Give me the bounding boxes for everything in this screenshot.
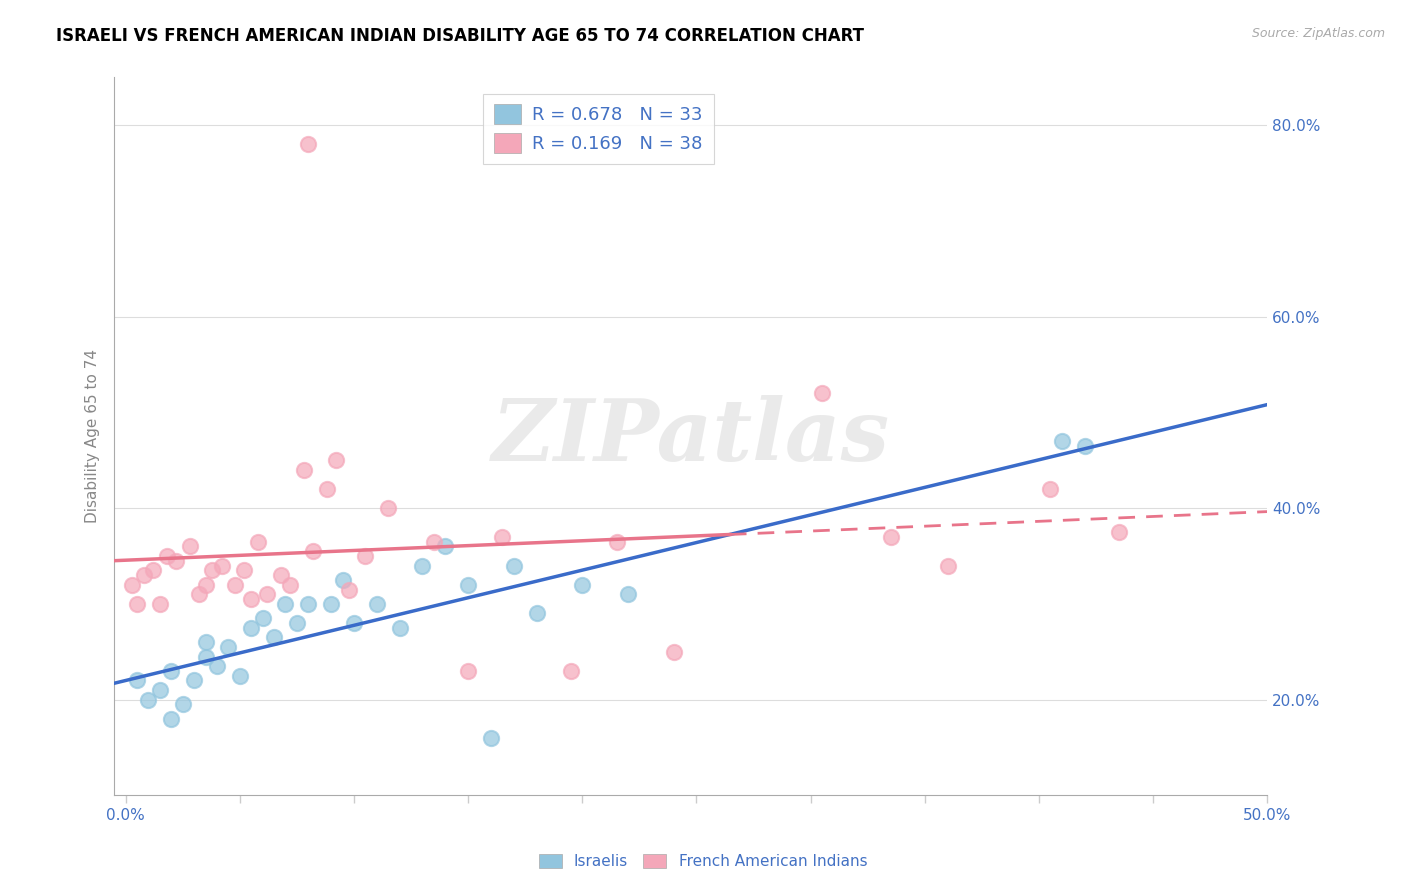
Point <box>160 712 183 726</box>
Point <box>194 578 217 592</box>
Point <box>187 587 209 601</box>
Point <box>388 621 411 635</box>
Point <box>606 534 628 549</box>
Point <box>423 534 446 549</box>
Point <box>270 568 292 582</box>
Point <box>337 582 360 597</box>
Point <box>457 664 479 678</box>
Point <box>1050 434 1073 449</box>
Point <box>811 386 834 401</box>
Point <box>278 578 301 592</box>
Point <box>205 659 228 673</box>
Point <box>343 615 366 630</box>
Point <box>121 578 143 592</box>
Point <box>479 731 502 745</box>
Point <box>229 668 252 682</box>
Point <box>274 597 297 611</box>
Point <box>457 578 479 592</box>
Point <box>321 597 343 611</box>
Point <box>491 530 513 544</box>
Point <box>149 597 172 611</box>
Point <box>325 453 347 467</box>
Point <box>211 558 233 573</box>
Point <box>172 698 194 712</box>
Point <box>879 530 901 544</box>
Point <box>434 540 457 554</box>
Point <box>125 673 148 688</box>
Point <box>138 692 160 706</box>
Point <box>411 558 433 573</box>
Point <box>224 578 246 592</box>
Y-axis label: Disability Age 65 to 74: Disability Age 65 to 74 <box>86 350 100 524</box>
Point <box>132 568 155 582</box>
Point <box>285 615 308 630</box>
Point <box>194 635 217 649</box>
Point <box>297 137 319 152</box>
Point <box>332 573 354 587</box>
Point <box>256 587 278 601</box>
Point <box>377 501 399 516</box>
Point <box>1073 439 1095 453</box>
Point <box>247 534 270 549</box>
Point <box>617 587 640 601</box>
Point <box>1039 482 1062 496</box>
Legend: Israelis, French American Indians: Israelis, French American Indians <box>533 848 873 875</box>
Point <box>160 664 183 678</box>
Text: Source: ZipAtlas.com: Source: ZipAtlas.com <box>1251 27 1385 40</box>
Point <box>560 664 582 678</box>
Point <box>662 645 685 659</box>
Point <box>194 649 217 664</box>
Point <box>936 558 959 573</box>
Point <box>125 597 148 611</box>
Point <box>302 544 325 558</box>
Point <box>366 597 388 611</box>
Point <box>252 611 274 625</box>
Point <box>156 549 179 563</box>
Point <box>142 563 165 577</box>
Point <box>263 631 285 645</box>
Point <box>183 673 205 688</box>
Point <box>149 683 172 698</box>
Legend: R = 0.678   N = 33, R = 0.169   N = 38: R = 0.678 N = 33, R = 0.169 N = 38 <box>484 94 714 164</box>
Text: ZIPatlas: ZIPatlas <box>492 394 890 478</box>
Point <box>233 563 256 577</box>
Point <box>502 558 524 573</box>
Point <box>165 554 187 568</box>
Point <box>526 607 548 621</box>
Point <box>315 482 337 496</box>
Point <box>201 563 224 577</box>
Point <box>217 640 239 654</box>
Point <box>240 621 263 635</box>
Point <box>571 578 593 592</box>
Point <box>1108 524 1130 539</box>
Point <box>292 463 315 477</box>
Point <box>179 540 201 554</box>
Point <box>297 597 319 611</box>
Point <box>240 592 263 607</box>
Point <box>354 549 377 563</box>
Text: ISRAELI VS FRENCH AMERICAN INDIAN DISABILITY AGE 65 TO 74 CORRELATION CHART: ISRAELI VS FRENCH AMERICAN INDIAN DISABI… <box>56 27 865 45</box>
